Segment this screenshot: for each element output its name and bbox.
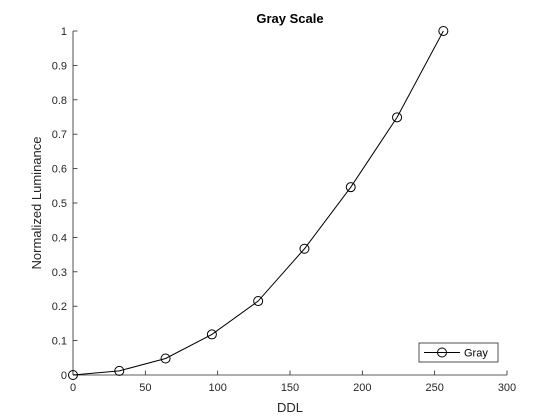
data-point bbox=[206, 329, 217, 340]
y-tick-label: 0.4 bbox=[52, 232, 67, 244]
data-point bbox=[345, 182, 356, 193]
y-tick-label: 0.7 bbox=[52, 129, 67, 141]
x-tick-label: 150 bbox=[281, 382, 299, 394]
data-point bbox=[68, 370, 78, 380]
x-tick-label: 0 bbox=[70, 382, 76, 394]
y-tick-label: 1 bbox=[61, 26, 67, 38]
plot-area bbox=[73, 31, 507, 375]
data-point bbox=[160, 353, 171, 364]
y-tick-label: 0.8 bbox=[52, 95, 67, 107]
y-tick-label: 0 bbox=[61, 370, 67, 382]
data-point bbox=[253, 296, 264, 307]
ticks: 0 50 100 150 200 250 300 0 0.1 0.2 0.3 0.4 0.5 0.6 0.7… bbox=[52, 26, 516, 394]
y-tick-label: 0.2 bbox=[52, 301, 67, 313]
legend-marker bbox=[437, 347, 447, 358]
y-tick-label: 0.9 bbox=[52, 60, 67, 72]
x-tick-label: 50 bbox=[139, 382, 151, 394]
legend: Gray bbox=[418, 342, 499, 363]
x-tick-label: 250 bbox=[425, 382, 443, 394]
y-tick-label: 0.5 bbox=[52, 198, 67, 210]
series-layer bbox=[68, 26, 449, 380]
x-tick-label: 300 bbox=[498, 382, 516, 394]
data-point bbox=[438, 26, 449, 36]
y-tick-label: 0.1 bbox=[52, 336, 67, 348]
y-tick-label: 0.3 bbox=[52, 267, 67, 279]
data-point bbox=[392, 112, 403, 123]
data-point bbox=[299, 243, 310, 254]
x-axis-label: DDL bbox=[277, 400, 303, 415]
x-tick-label: 100 bbox=[208, 382, 226, 394]
y-axis-label: Normalized Luminance bbox=[29, 137, 44, 270]
legend-entry-gray: Gray bbox=[464, 348, 488, 360]
x-tick-label: 200 bbox=[353, 382, 371, 394]
chart-title: Gray Scale bbox=[256, 11, 323, 26]
series-line-gray bbox=[72, 30, 444, 376]
data-point bbox=[114, 365, 125, 376]
y-tick-label: 0.6 bbox=[52, 164, 67, 176]
